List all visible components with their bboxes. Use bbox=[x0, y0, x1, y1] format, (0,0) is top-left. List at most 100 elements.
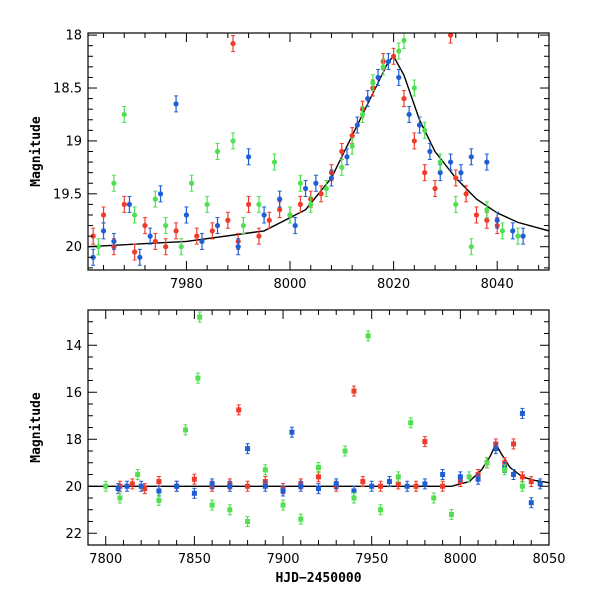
top-data-point bbox=[515, 233, 521, 239]
top-data-point bbox=[152, 238, 158, 245]
bottom-x-tick-label: 7900 bbox=[266, 552, 299, 567]
bottom-x-tick-label: 7950 bbox=[355, 552, 388, 567]
top-data-point bbox=[406, 111, 412, 118]
top-data-point bbox=[152, 196, 158, 202]
bottom-data-point bbox=[351, 495, 357, 501]
top-x-tick-label: 8040 bbox=[481, 277, 514, 292]
top-data-point bbox=[287, 212, 293, 218]
bottom-data-point bbox=[195, 375, 201, 381]
bottom-x-axis-label: HJD−2450000 bbox=[275, 571, 361, 586]
bottom-data-point bbox=[183, 427, 189, 433]
top-data-point bbox=[302, 185, 309, 192]
bottom-data-point bbox=[448, 511, 454, 517]
top-data-point bbox=[396, 48, 402, 54]
bottom-data-point bbox=[519, 474, 525, 480]
bottom-data-point bbox=[316, 486, 321, 492]
top-data-point bbox=[453, 201, 459, 208]
top-data-point bbox=[173, 101, 179, 107]
top-data-point bbox=[323, 185, 329, 192]
top-data-point bbox=[494, 217, 500, 223]
bottom-data-point bbox=[138, 483, 144, 489]
top-data-point bbox=[510, 228, 516, 234]
bottom-data-point bbox=[475, 476, 481, 482]
bottom-data-point bbox=[413, 483, 419, 489]
bottom-y-axis-label: Magnitude bbox=[29, 392, 44, 463]
bottom-y-tick-label: 16 bbox=[65, 386, 82, 401]
top-data-point bbox=[313, 180, 319, 186]
top-data-point bbox=[328, 175, 335, 181]
top-data-point bbox=[385, 58, 392, 65]
top-data-point bbox=[194, 233, 200, 239]
top-data-point bbox=[225, 217, 231, 223]
bottom-x-tick-label: 7800 bbox=[89, 552, 122, 567]
bottom-data-point bbox=[511, 441, 517, 447]
top-data-point bbox=[365, 95, 371, 102]
bottom-data-point bbox=[316, 464, 321, 470]
bottom-data-point bbox=[174, 483, 180, 489]
top-data-point bbox=[214, 222, 221, 229]
top-data-point bbox=[230, 40, 236, 47]
bottom-data-point bbox=[103, 483, 109, 489]
top-data-point bbox=[318, 191, 324, 197]
top-data-point bbox=[214, 148, 221, 155]
top-data-point bbox=[437, 170, 443, 176]
bottom-data-point bbox=[528, 479, 534, 485]
bottom-data-point bbox=[395, 474, 401, 480]
top-data-point bbox=[209, 228, 215, 234]
top-y-tick-label: 19 bbox=[65, 134, 82, 149]
top-data-point bbox=[100, 212, 107, 218]
top-data-point bbox=[422, 127, 428, 133]
top-data-point bbox=[121, 201, 127, 208]
top-data-point bbox=[453, 175, 459, 181]
top-data-point bbox=[204, 201, 210, 208]
top-data-point bbox=[271, 159, 278, 165]
top-data-point bbox=[422, 170, 428, 176]
top-data-point bbox=[437, 159, 443, 165]
top-data-point bbox=[163, 222, 169, 229]
top-data-point bbox=[235, 244, 241, 250]
top-data-point bbox=[484, 217, 490, 223]
bottom-y-tick-label: 20 bbox=[65, 480, 82, 495]
top-data-point bbox=[240, 222, 246, 229]
bottom-data-point bbox=[209, 481, 215, 487]
top-data-point bbox=[121, 111, 127, 118]
bottom-data-point bbox=[236, 407, 242, 413]
bottom-data-point bbox=[197, 314, 203, 320]
bottom-data-point bbox=[351, 488, 357, 494]
top-data-point bbox=[499, 228, 505, 234]
top-data-point bbox=[126, 201, 133, 208]
bottom-data-point bbox=[493, 446, 499, 452]
bottom-panel-data-layer bbox=[88, 311, 549, 527]
bottom-data-point bbox=[466, 474, 472, 480]
bottom-data-point bbox=[156, 488, 162, 494]
top-data-point bbox=[142, 222, 148, 229]
top-data-point bbox=[411, 85, 417, 91]
bottom-data-point bbox=[440, 472, 446, 477]
top-data-point bbox=[111, 238, 117, 245]
top-data-point bbox=[432, 185, 438, 192]
bottom-data-point bbox=[298, 483, 304, 489]
top-data-point bbox=[147, 233, 153, 239]
top-data-point bbox=[458, 170, 464, 176]
top-data-point bbox=[401, 37, 407, 44]
top-data-point bbox=[137, 254, 143, 260]
top-panel-data-layer bbox=[88, 33, 549, 266]
top-data-point bbox=[245, 154, 252, 160]
bottom-data-point bbox=[422, 481, 428, 487]
bottom-y-tick-label: 18 bbox=[65, 433, 82, 448]
top-data-point bbox=[370, 80, 376, 86]
top-series-3 bbox=[95, 33, 521, 256]
bottom-data-point bbox=[245, 519, 251, 524]
top-data-point bbox=[375, 74, 381, 81]
top-data-point bbox=[95, 244, 101, 250]
top-plot-frame bbox=[87, 32, 550, 271]
bottom-data-point bbox=[378, 507, 384, 513]
top-data-point bbox=[391, 53, 397, 59]
bottom-data-point bbox=[457, 474, 463, 480]
top-data-point bbox=[183, 212, 190, 218]
bottom-data-point bbox=[422, 439, 428, 445]
bottom-data-point bbox=[386, 479, 392, 485]
top-data-point bbox=[339, 148, 345, 155]
bottom-data-point bbox=[431, 495, 437, 501]
bottom-data-point bbox=[135, 472, 141, 477]
